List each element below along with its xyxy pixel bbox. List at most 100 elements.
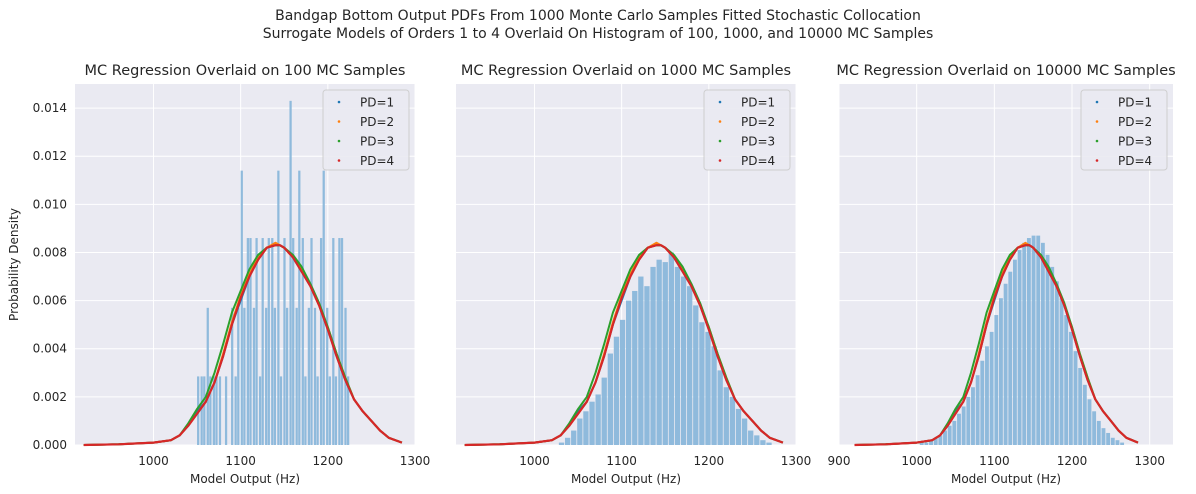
histogram-bar <box>1036 235 1041 445</box>
histogram-bar <box>322 170 325 445</box>
histogram-bar <box>583 411 589 445</box>
x-tick-label: 1000 <box>901 454 932 468</box>
histogram-bar <box>234 376 237 445</box>
histogram-bar <box>209 376 212 445</box>
histogram-bar <box>589 401 595 445</box>
x-tick-labels: 1000 1100 1200 1300 <box>138 454 430 468</box>
histogram-bar <box>735 408 742 445</box>
x-tick-label: 1000 <box>519 454 550 468</box>
histogram-bar <box>943 430 947 445</box>
x-tick-label: 1100 <box>225 454 256 468</box>
histogram-bar <box>564 437 571 445</box>
histogram-bar <box>971 387 975 445</box>
x-tick-label: 1000 <box>138 454 169 468</box>
histogram-bar <box>261 238 264 445</box>
legend-label: PD=2 <box>1118 115 1152 129</box>
y-tick-label: 0.008 <box>33 245 67 259</box>
histogram-bar <box>952 420 957 445</box>
histogram-bar <box>760 440 766 445</box>
histogram-bar <box>650 266 656 445</box>
subplot-title: MC Regression Overlaid on 10000 MC Sampl… <box>836 63 1175 79</box>
histogram-bar <box>723 387 729 445</box>
x-tick-label: 1300 <box>781 454 812 468</box>
histogram-bar <box>1078 367 1083 445</box>
histogram-bar <box>558 442 565 445</box>
histogram-bar <box>347 376 350 445</box>
histogram-bar <box>577 418 583 445</box>
legend-label: PD=3 <box>741 135 775 149</box>
histogram-bar <box>1003 283 1008 445</box>
histogram-bar <box>1087 399 1092 445</box>
histogram-bar <box>638 276 644 445</box>
histogram-bar <box>699 322 705 445</box>
legend: PD=1 PD=2 PD=3 PD=4 <box>322 89 410 171</box>
histogram-bar <box>338 238 341 445</box>
histogram-bar <box>295 307 298 445</box>
histogram-bar <box>957 413 961 445</box>
x-axis-label: Model Output (Hz) <box>571 472 681 486</box>
histogram-bar <box>571 430 577 445</box>
histogram-bar <box>249 238 252 445</box>
histogram-bar <box>326 307 329 445</box>
histogram-bar <box>711 346 717 445</box>
histogram-bar <box>975 375 980 445</box>
histogram-bar <box>929 440 933 445</box>
histogram-bar <box>674 266 681 445</box>
y-tick-label: 0.000 <box>33 438 67 452</box>
histogram-bar <box>215 376 218 445</box>
legend-marker <box>718 139 722 143</box>
legend-marker <box>718 120 722 123</box>
histogram-bar <box>595 394 601 445</box>
histogram-bar <box>304 376 307 445</box>
histogram-bar <box>613 336 620 445</box>
histogram-bar <box>340 238 344 445</box>
histogram-bar <box>200 376 203 445</box>
legend-marker <box>337 100 341 104</box>
x-tick-label: 1100 <box>979 454 1010 468</box>
x-axis-label: Model Output (Hz) <box>951 472 1061 486</box>
histogram-bar <box>273 307 277 445</box>
legend-marker <box>337 159 341 162</box>
histogram-bar <box>999 298 1003 445</box>
y-axis-label: Probability Density <box>7 208 21 321</box>
histogram-bar <box>289 100 292 445</box>
legend: PD=1 PD=2 PD=3 PD=4 <box>703 89 791 171</box>
subplot-100-samples: 1000 1100 1200 13000.0000.0020.0040.0060.00… <box>7 63 430 486</box>
histogram-bar <box>985 346 989 445</box>
histogram-bar <box>994 315 999 445</box>
histogram-bar <box>1068 331 1073 445</box>
legend-label: PD=3 <box>1118 135 1152 149</box>
histogram-bar <box>933 437 938 445</box>
legend-marker <box>1095 139 1099 143</box>
histogram-bar <box>1096 420 1101 445</box>
legend: PD=1 PD=2 PD=3 PD=4 <box>1080 89 1168 171</box>
histogram-bar <box>328 376 331 445</box>
subplot-10000-samples: 900 1000 1100 1200 1300 Model Output (Hz) MC R… <box>828 63 1176 486</box>
histogram-bar <box>319 238 323 445</box>
y-tick-label: 0.012 <box>33 149 67 163</box>
histogram-bar <box>240 170 243 445</box>
histogram-bar <box>334 376 338 445</box>
histogram-bar <box>246 238 249 445</box>
histogram-bar <box>237 307 240 445</box>
histogram-bar <box>231 307 234 445</box>
histogram-bar <box>619 319 626 445</box>
x-axis-label: Model Output (Hz) <box>190 472 300 486</box>
histogram-bar <box>693 305 699 445</box>
histogram-bar <box>285 307 289 445</box>
histogram-bar <box>656 259 662 445</box>
legend-label: PD=1 <box>360 96 394 110</box>
histogram-bar <box>1031 235 1036 445</box>
x-tick-labels: 1000 1100 1200 1300 <box>519 454 811 468</box>
histogram-bar <box>265 307 268 445</box>
subplot-title: MC Regression Overlaid on 1000 MC Sample… <box>461 63 791 79</box>
histogram-bar <box>966 396 971 445</box>
histogram-bar <box>203 376 206 445</box>
histogram-bar <box>1059 298 1064 445</box>
histogram-bar <box>292 238 295 445</box>
histogram-bar <box>212 376 215 445</box>
histogram-bar <box>313 307 317 445</box>
histogram-bar <box>601 377 607 445</box>
histogram-bar <box>301 238 304 445</box>
histogram-bar <box>1092 411 1097 445</box>
